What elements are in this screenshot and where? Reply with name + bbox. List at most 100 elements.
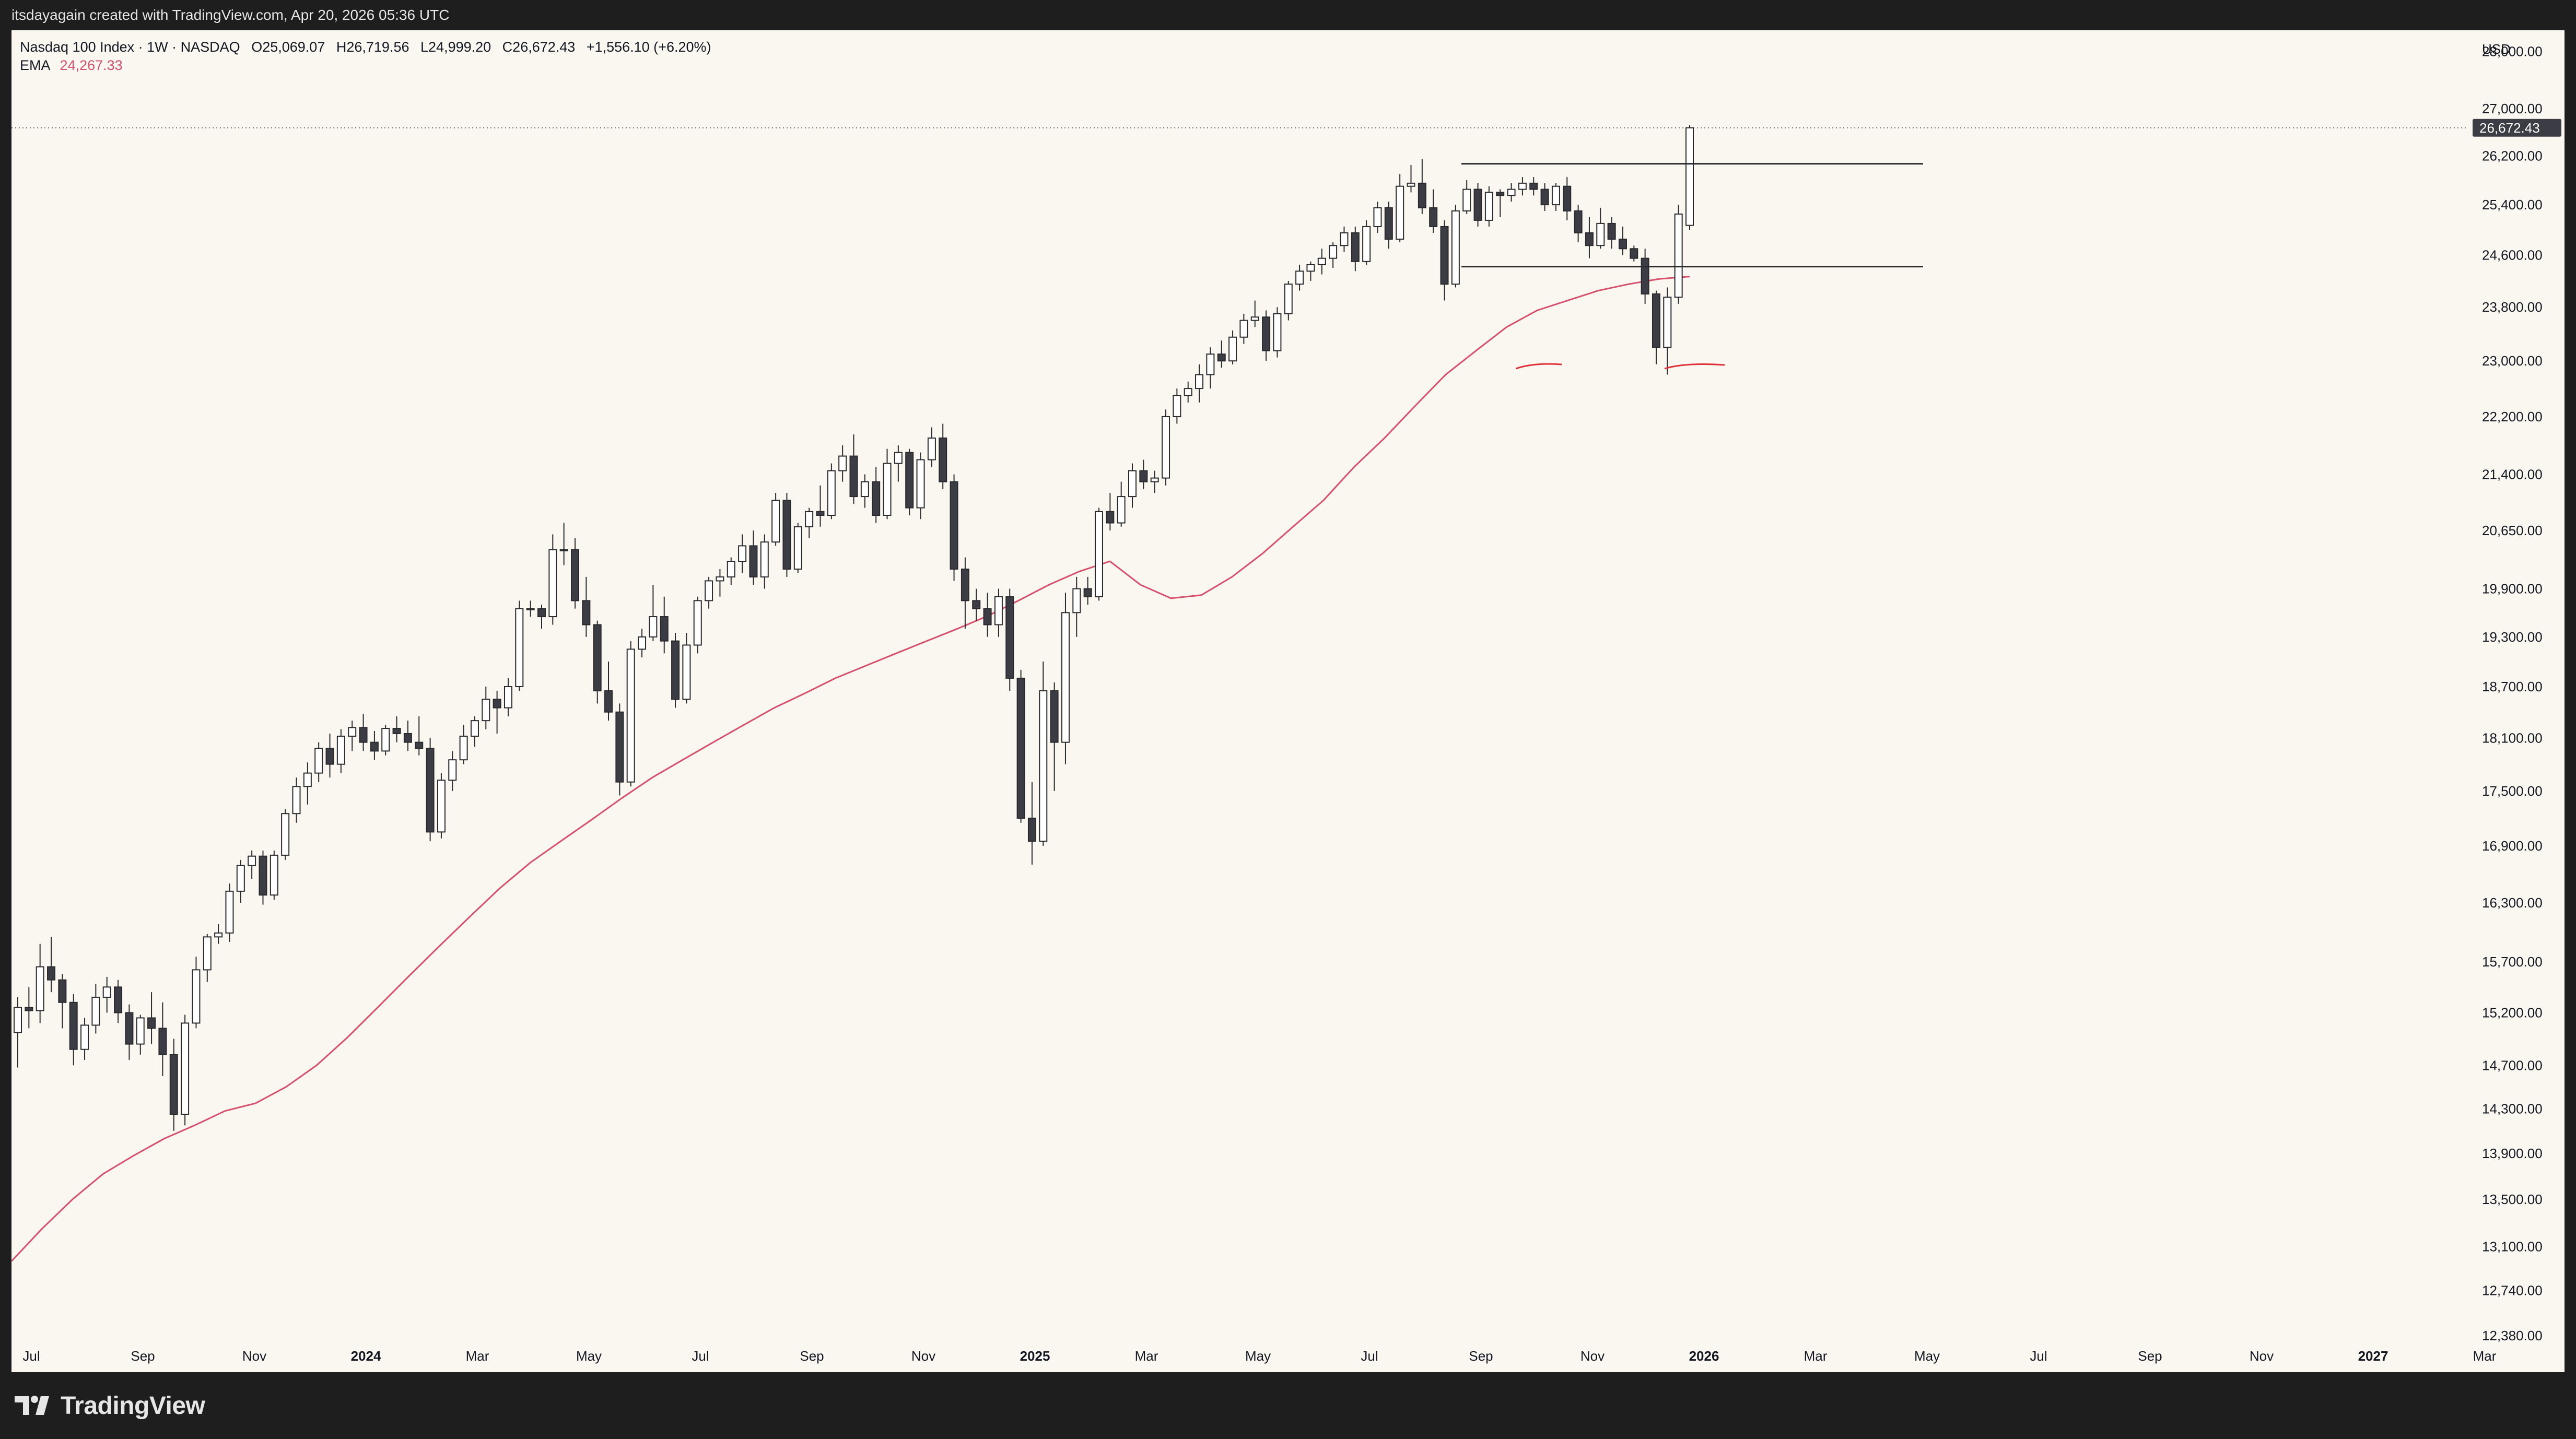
candle-body [1440,226,1449,285]
candle-body [1340,232,1349,246]
price-tick-label: 20,650.00 [2482,523,2543,538]
candle-body [1418,182,1426,209]
candle-body [381,728,390,752]
candle-body [615,711,624,783]
price-tick-label: 14,700.00 [2482,1057,2543,1073]
candle-body [203,936,212,971]
candle-body [147,1017,156,1029]
candle-body [181,1022,190,1115]
legend-close-value: 26,672.43 [512,39,575,55]
candle-body [1607,222,1616,240]
candle-body [660,616,669,642]
currency-label: USD [2482,41,2511,57]
candle-body [950,481,958,570]
tradingview-logo[interactable]: TradingView [14,1391,205,1420]
candle-body [1641,257,1649,294]
candle-body [872,481,881,516]
candle-body [1507,188,1516,196]
price-chart[interactable]: Nasdaq 100 Index · 1W · NASDAQ O25,069.0… [10,0,2565,1372]
price-tick-label: 22,200.00 [2482,409,2543,424]
candle-body [1005,596,1014,679]
chart-panel[interactable]: Nasdaq 100 Index · 1W · NASDAQ O25,069.0… [10,0,2565,1372]
price-tick-label: 12,380.00 [2482,1328,2543,1343]
candle-body [1106,511,1115,524]
price-tick-label: 15,700.00 [2482,954,2543,970]
time-tick-label: Nov [2250,1348,2274,1364]
candle-body [1173,395,1181,417]
legend-symbol: Nasdaq 100 Index · 1W · NASDAQ [20,39,240,55]
candle-body [682,644,691,700]
ema-path [10,276,1690,1262]
candle-body [1362,226,1371,262]
candle-body [303,772,312,787]
candle-body [860,481,869,498]
candle-body [114,986,123,1013]
candle-body [236,865,245,892]
time-tick-label: 2025 [1020,1348,1050,1364]
candle-body [325,748,334,765]
candle-body [793,526,802,570]
candle-body [593,624,602,692]
candle-body [1351,232,1360,262]
candle-body [916,459,925,509]
candle-body [1373,207,1382,227]
candle-body [1585,232,1594,246]
candle-body [827,470,836,516]
last-price-tag-text: 26,672.43 [2479,120,2540,136]
price-tick-label: 14,300.00 [2482,1101,2543,1116]
candle-body [392,728,401,734]
candle-body [493,699,501,709]
candle-body [1306,264,1315,272]
price-tick-label: 23,000.00 [2482,353,2543,369]
candle-body [1384,207,1393,240]
time-tick-label: Nov [911,1348,935,1364]
candle-body [1094,511,1103,597]
candle-body [1473,188,1482,221]
candle-body [1630,248,1638,259]
candle-body [102,986,111,998]
time-axis[interactable]: Jul Sep Nov 2024 Mar May Jul Sep Nov 2025 Mar May Ju… [22,1348,2496,1364]
legend-change-value: +1,556.10 (+6.20%) [587,39,711,55]
user-drawings[interactable] [1461,163,1923,370]
candle-body [582,600,591,626]
high-mark-1 [1515,363,1562,370]
candle-body [905,452,914,509]
candle-body [749,545,758,577]
last-price-tag: 26,672.43 [2473,119,2561,137]
candle-body [270,854,278,896]
candle-body [1663,297,1672,348]
candle-body [1574,210,1583,233]
candle-body [1195,374,1204,390]
candle-body [626,648,635,783]
legend-low-value: 24,999.20 [428,39,491,55]
legend-high-label: H [336,39,347,55]
candle-body [1407,182,1415,187]
attribution-bar: itsdayagain created with TradingView.com… [0,0,2576,30]
candle-body [1685,127,1694,226]
candle-body [1652,293,1660,348]
candle-body [36,966,44,1011]
time-tick-label: Sep [800,1348,824,1364]
candle-body [1228,336,1237,362]
candle-body [972,600,981,609]
time-tick-label: Mar [1135,1348,1158,1364]
candle-body [994,596,1003,626]
candle-body [1128,470,1137,498]
legend-open-value: 25,069.07 [262,39,325,55]
time-tick-label: May [576,1348,602,1364]
candle-body [638,636,647,650]
ema-line [10,276,1690,1262]
price-tick-label: 24,600.00 [2482,247,2543,263]
time-tick-label: Jul [692,1348,709,1364]
candle-body [548,549,557,618]
price-axis[interactable]: 33,000.0032,000.0031,000.0030,000.0029,0… [2482,0,2543,1343]
time-tick-label: Sep [131,1348,155,1364]
candle-body [894,452,903,464]
candle-body [649,616,658,638]
candle-body [1451,210,1460,285]
candle-body [1551,185,1560,206]
candle-body [1329,245,1338,259]
time-tick-label: 2026 [1689,1348,1719,1364]
price-tick-label: 25,400.00 [2482,197,2543,213]
candle-body [849,455,858,498]
